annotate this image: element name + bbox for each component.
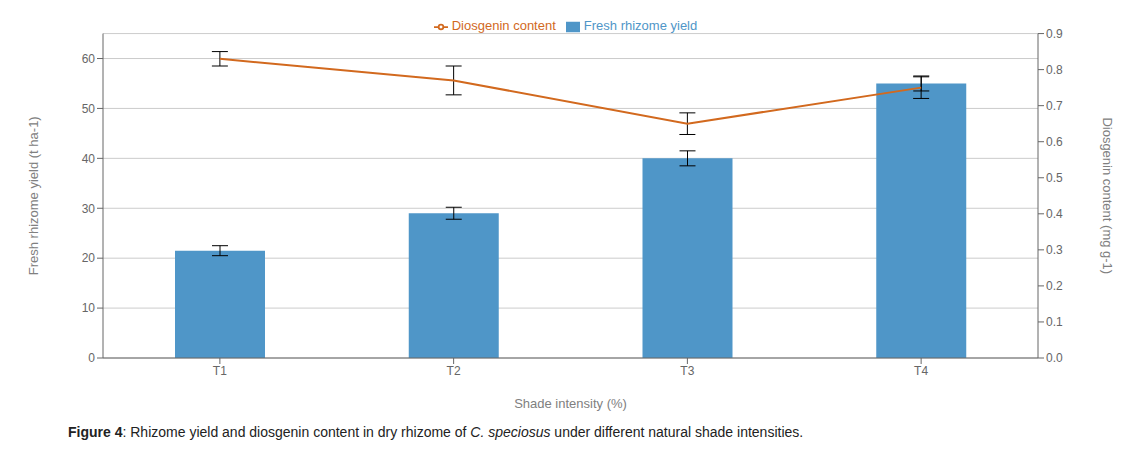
svg-text:0.0: 0.0 <box>1046 351 1063 365</box>
html-text:Fresh rhizome yield: Fresh rhizome yield <box>583 18 698 33</box>
svg-text:Fresh rhizome yield (t ha-1): Fresh rhizome yield (t ha-1) <box>26 116 41 275</box>
svg-text:40: 40 <box>82 152 96 166</box>
svg-text:0.3: 0.3 <box>1046 243 1063 257</box>
svg-text:0.4: 0.4 <box>1046 207 1063 221</box>
svg-text:T4: T4 <box>914 364 928 378</box>
svg-text:T3: T3 <box>680 364 694 378</box>
html-text:Diosgenin content: Diosgenin content <box>451 18 556 33</box>
svg-text:0.1: 0.1 <box>1046 315 1063 329</box>
svg-text:T1: T1 <box>213 364 227 378</box>
svg-text:0.8: 0.8 <box>1046 63 1063 77</box>
svg-text:60: 60 <box>82 52 96 66</box>
svg-text:10: 10 <box>82 301 96 315</box>
svg-text:50: 50 <box>82 102 96 116</box>
svg-text:T2: T2 <box>447 364 461 378</box>
svg-text:20: 20 <box>82 251 96 265</box>
svg-text:Shade intensity (%): Shade intensity (%) <box>514 396 627 411</box>
svg-text:30: 30 <box>82 202 96 216</box>
svg-text:0.6: 0.6 <box>1046 135 1063 149</box>
svg-text:0.2: 0.2 <box>1046 279 1063 293</box>
svg-text:Diosgenin content (mg g-1): Diosgenin content (mg g-1) <box>1100 117 1115 274</box>
svg-text:0.7: 0.7 <box>1046 99 1063 113</box>
svg-text:0: 0 <box>88 351 95 365</box>
svg-text:0.5: 0.5 <box>1046 171 1063 185</box>
html-text:Figure 4: Rhizome yield and di: Figure 4: Rhizome yield and diosgenin co… <box>68 424 804 440</box>
svg-text:0.9: 0.9 <box>1046 27 1063 41</box>
